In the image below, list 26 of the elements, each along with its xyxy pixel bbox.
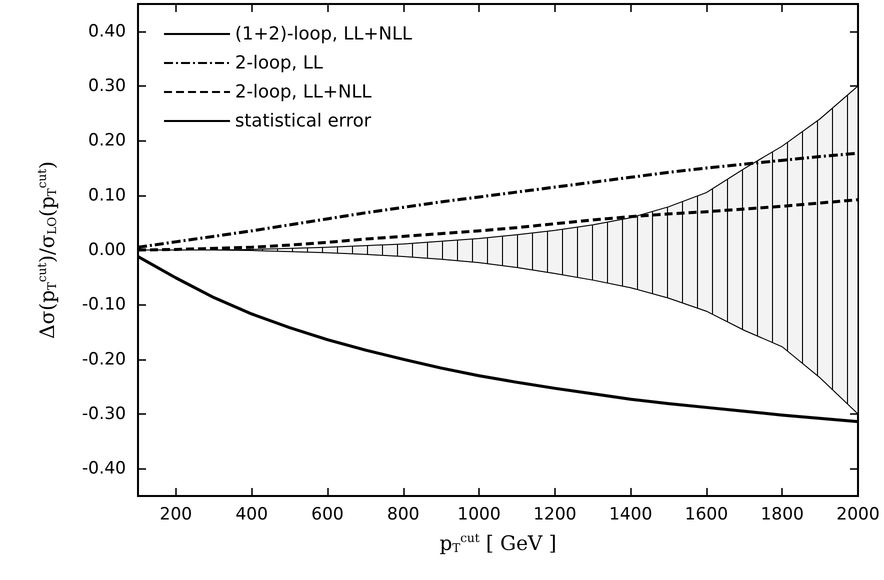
- x-tick-label: 800: [387, 504, 420, 524]
- y-tick-label: 0.00: [88, 240, 126, 260]
- legend-label: (1+2)-loop, LL+NLL: [235, 24, 412, 44]
- y-tick-label: 0.40: [88, 21, 126, 42]
- x-tick-label: 400: [235, 504, 268, 524]
- legend-label: 2-loop, LL: [235, 52, 323, 74]
- x-tick-label: 600: [311, 504, 344, 524]
- text: Δσ(pTcut)/σLO(pTcut): [35, 161, 59, 339]
- x-tick-label: 1400: [609, 504, 652, 524]
- x-tick-label: 200: [160, 504, 192, 524]
- x-tick-label: 1000: [457, 504, 501, 524]
- x-tick-label: 2000: [836, 504, 880, 524]
- legend-label: 2-loop, LL+NLL: [235, 82, 372, 102]
- legend-label: statistical error: [235, 110, 372, 132]
- y-tick-label: 0.20: [88, 130, 126, 151]
- y-tick-label: -0.40: [82, 458, 126, 479]
- x-axis-title: pTcut [ GeV ]: [439, 531, 557, 555]
- y-tick-label: -0.30: [82, 404, 126, 424]
- x-tick-label: 1800: [760, 504, 804, 524]
- y-tick-label: 0.10: [88, 185, 126, 206]
- x-tick-label: 1600: [684, 504, 728, 524]
- y-tick-label: 0.30: [88, 76, 126, 96]
- line-series: [136, 255, 860, 424]
- x-tick-label: 1200: [533, 504, 576, 524]
- y-tick-label: -0.10: [82, 294, 126, 315]
- y-tick-label: -0.20: [82, 349, 126, 370]
